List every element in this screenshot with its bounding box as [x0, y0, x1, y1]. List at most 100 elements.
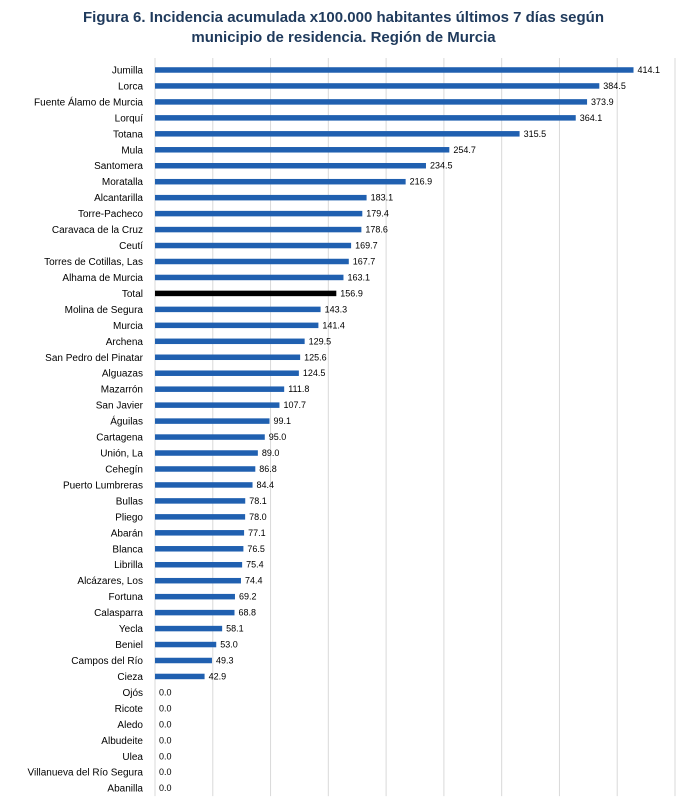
- category-label: Cieza: [117, 672, 143, 683]
- value-label: 84.4: [257, 480, 275, 490]
- bar: [155, 147, 450, 153]
- bar: [155, 354, 301, 361]
- value-label: 384.5: [603, 81, 626, 91]
- value-label: 78.1: [249, 496, 267, 506]
- category-label: Moratalla: [102, 177, 144, 188]
- category-label: Ricote: [115, 704, 144, 715]
- value-label: 53.0: [220, 640, 238, 650]
- value-label: 156.9: [340, 288, 363, 298]
- value-label: 0.0: [159, 767, 172, 777]
- value-label: 0.0: [159, 703, 172, 713]
- category-label: Fortuna: [109, 592, 144, 603]
- category-label: Fuente Álamo de Murcia: [34, 95, 143, 108]
- value-label: 234.5: [430, 161, 453, 171]
- value-label: 0.0: [159, 687, 172, 697]
- bar: [155, 498, 246, 504]
- bar: [155, 210, 363, 217]
- value-label: 167.7: [353, 257, 376, 267]
- bar: [155, 561, 243, 568]
- gridlines: [154, 58, 676, 797]
- value-label: 373.9: [591, 97, 614, 107]
- category-label: Ojós: [122, 688, 143, 699]
- bar: [155, 162, 426, 169]
- category-label: Mazarrón: [101, 385, 143, 396]
- category-label: Pliego: [115, 512, 143, 523]
- category-label: Abarán: [111, 528, 143, 539]
- value-label: 254.7: [453, 145, 476, 155]
- bar: [155, 418, 270, 424]
- value-label: 86.8: [259, 464, 277, 474]
- bar: [155, 274, 344, 281]
- value-label: 183.1: [371, 193, 394, 203]
- value-label: 68.8: [239, 608, 257, 618]
- bar: [155, 386, 285, 392]
- category-label: Cartagena: [96, 433, 143, 444]
- chart-title-line-2: municipio de residencia. Región de Murci…: [191, 29, 496, 46]
- bar: [155, 402, 280, 408]
- value-label: 124.5: [303, 368, 326, 378]
- chart-title-line-1: Figura 6. Incidencia acumulada x100.000 …: [82, 9, 604, 26]
- bar: [155, 577, 241, 584]
- category-label: Torres de Cotillas, Las: [44, 257, 143, 268]
- value-label: 129.5: [309, 336, 332, 346]
- bar: [155, 450, 258, 456]
- value-label: 76.5: [247, 544, 265, 554]
- category-label: Yecla: [119, 624, 144, 635]
- category-label: Beniel: [115, 640, 143, 651]
- category-label: Santomera: [94, 161, 143, 172]
- value-label: 77.1: [248, 528, 266, 538]
- labels: Jumilla 414.1 Lorca 384.5 Fuente Álamo de Mu…: [28, 65, 660, 795]
- category-label: Archena: [106, 337, 144, 348]
- bar: [155, 194, 367, 201]
- value-label: 107.7: [283, 400, 306, 410]
- value-label: 111.8: [288, 384, 309, 394]
- value-label: 178.6: [365, 225, 388, 235]
- category-label: Murcia: [113, 321, 143, 332]
- bar: [155, 657, 212, 664]
- value-label: 69.2: [239, 592, 257, 602]
- bar: [155, 338, 305, 345]
- bar: [155, 258, 349, 265]
- bar: [155, 322, 319, 329]
- category-label: San Pedro del Pinatar: [45, 353, 144, 364]
- bar: [155, 546, 244, 552]
- bar: [155, 530, 245, 536]
- bar: [155, 641, 217, 648]
- bar: [155, 178, 406, 185]
- bar: [155, 466, 256, 472]
- category-label: Albudeite: [101, 736, 143, 747]
- category-label: Abanilla: [107, 784, 143, 795]
- value-label: 75.4: [246, 560, 264, 570]
- value-label: 0.0: [159, 751, 172, 761]
- value-label: 179.4: [366, 209, 389, 219]
- category-label: Caravaca de la Cruz: [52, 225, 143, 236]
- value-label: 143.3: [325, 304, 348, 314]
- category-label: Totana: [113, 129, 143, 140]
- category-label: Mula: [121, 145, 143, 156]
- bar-total: [155, 290, 337, 297]
- category-label: Unión, La: [100, 449, 143, 460]
- category-label: Librilla: [114, 560, 143, 571]
- bar: [155, 482, 253, 488]
- category-label: Ceutí: [119, 241, 143, 252]
- category-label: Jumilla: [112, 65, 144, 76]
- category-label: Calasparra: [94, 608, 143, 619]
- value-label: 163.1: [347, 272, 370, 282]
- category-label: Campos del Río: [71, 656, 143, 667]
- bar: [155, 514, 246, 520]
- value-label: 89.0: [262, 448, 280, 458]
- category-label: Águilas: [110, 415, 143, 428]
- category-label: Alcázares, Los: [77, 576, 143, 587]
- value-label: 78.0: [249, 512, 267, 522]
- category-label: Blanca: [112, 544, 143, 555]
- value-label: 95.0: [269, 432, 287, 442]
- value-label: 0.0: [159, 783, 172, 793]
- value-label: 364.1: [580, 113, 603, 123]
- bar: [155, 434, 265, 440]
- category-label: Molina de Segura: [65, 305, 144, 316]
- value-label: 74.4: [245, 576, 263, 586]
- chart-title: Figura 6. Incidencia acumulada x100.000 …: [0, 8, 687, 48]
- value-label: 49.3: [216, 656, 234, 666]
- value-label: 0.0: [159, 719, 172, 729]
